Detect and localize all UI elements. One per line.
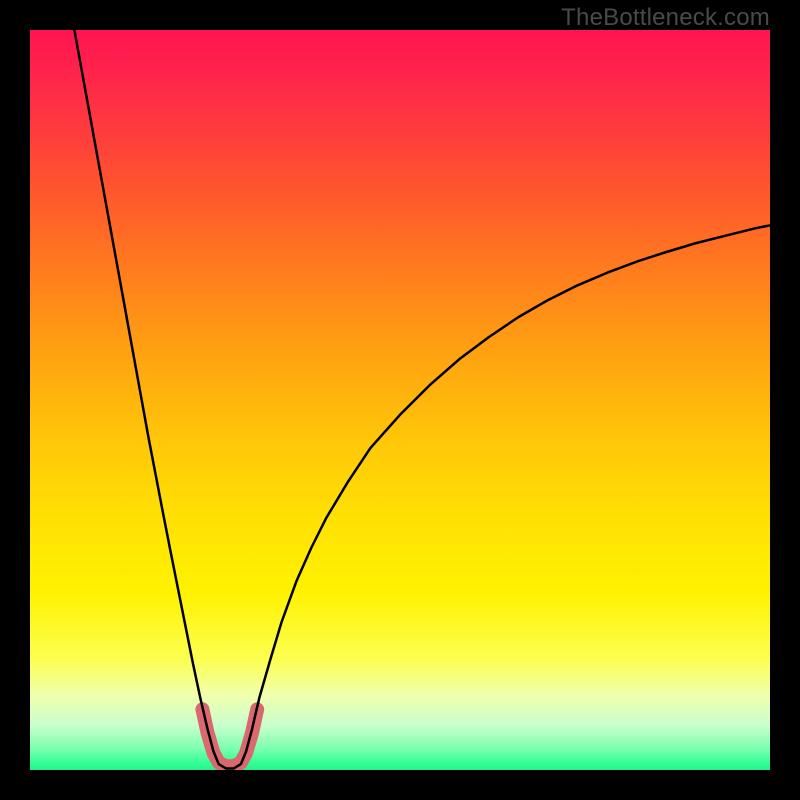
frame-border-right (770, 0, 800, 800)
chart-frame: TheBottleneck.com (0, 0, 800, 800)
frame-border-bottom (0, 770, 800, 800)
bottleneck-curve-path (74, 30, 770, 769)
frame-border-left (0, 0, 30, 800)
watermark-text: TheBottleneck.com (561, 4, 770, 32)
plot-area (30, 30, 770, 770)
plot-svg (30, 30, 770, 770)
